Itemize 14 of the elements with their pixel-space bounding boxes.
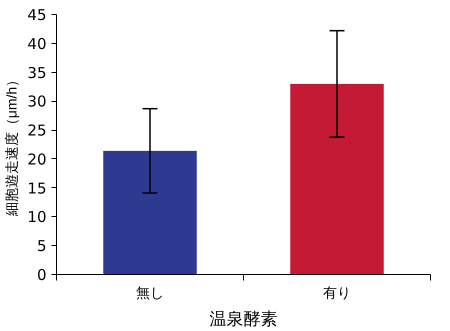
y-tick-label: 30 [27,92,47,111]
y-tick-label: 10 [27,208,47,226]
x-tick-label: 有り [323,286,351,302]
x-axis-title: 温泉酵素 [210,310,278,328]
y-tick-label: 35 [27,64,47,82]
y-tick-label: 25 [27,122,47,140]
x-tick-label: 無し [136,286,164,302]
y-tick-label: 45 [27,6,47,24]
y-tick-label: 20 [27,150,47,168]
y-tick-label: 40 [27,34,47,53]
y-tick-label: 5 [36,237,47,256]
y-axis-title: 細胞遊走速度（μm/h） [3,72,20,218]
y-tick-label: 0 [36,266,47,284]
y-tick-label: 15 [27,179,47,198]
